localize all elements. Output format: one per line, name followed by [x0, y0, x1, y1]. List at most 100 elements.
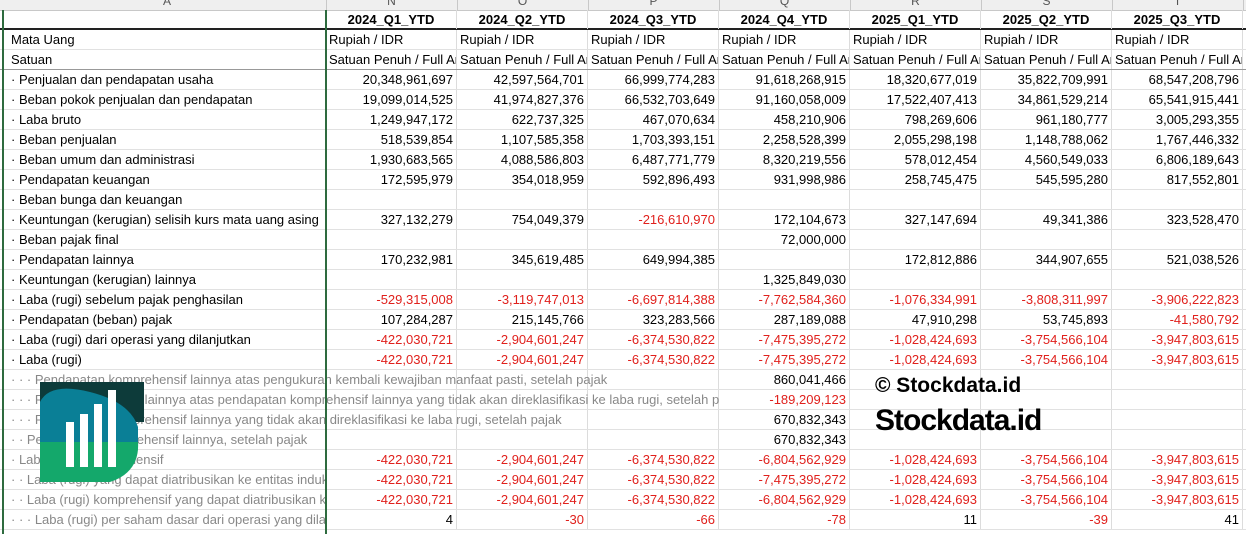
value-cell[interactable]: -422,030,721 [326, 490, 457, 509]
value-cell[interactable]: 258,745,475 [850, 170, 981, 189]
value-cell[interactable]: 4 [326, 510, 457, 529]
value-cell[interactable] [981, 230, 1112, 249]
value-cell[interactable]: 215,145,766 [457, 310, 588, 329]
period-header[interactable]: 2025_Q1_YTD [850, 10, 981, 29]
corner-cell[interactable] [8, 10, 326, 29]
value-cell[interactable]: 1,930,683,565 [326, 150, 457, 169]
value-cell[interactable]: 19,099,014,525 [326, 90, 457, 109]
currency-cell[interactable]: Rupiah / IDR [1112, 30, 1243, 49]
period-header[interactable]: 2024_Q4_YTD [719, 10, 850, 29]
row-label[interactable]: · Laba (rugi) sebelum pajak penghasilan [11, 292, 243, 307]
value-cell[interactable]: 817,552,801 [1112, 170, 1243, 189]
value-cell[interactable]: 622,737,325 [457, 110, 588, 129]
column-letter[interactable]: A [162, 0, 171, 8]
value-cell[interactable]: 327,132,279 [326, 210, 457, 229]
value-cell[interactable]: 41,974,827,376 [457, 90, 588, 109]
value-cell[interactable] [326, 370, 457, 389]
column-letter[interactable]: P [649, 0, 658, 8]
row-label[interactable]: · Beban pokok penjualan dan pendapatan [11, 92, 253, 107]
value-cell[interactable] [981, 370, 1112, 389]
value-cell[interactable]: 65,541,915,441 [1112, 90, 1243, 109]
value-cell[interactable]: -66 [588, 510, 719, 529]
unit-cell[interactable]: Satuan Penuh / Full Amount [588, 50, 719, 69]
currency-cell[interactable]: Rupiah / IDR [326, 30, 457, 49]
value-cell[interactable]: 42,597,564,701 [457, 70, 588, 89]
value-cell[interactable]: 592,896,493 [588, 170, 719, 189]
value-cell[interactable]: -422,030,721 [326, 350, 457, 369]
value-cell[interactable]: -6,374,530,822 [588, 350, 719, 369]
unit-cell[interactable]: Satuan Penuh / Full Amount [1112, 50, 1243, 69]
value-cell[interactable]: -39 [981, 510, 1112, 529]
value-cell[interactable]: 170,232,981 [326, 250, 457, 269]
value-cell[interactable]: -3,754,566,104 [981, 450, 1112, 469]
row-label[interactable]: · Keuntungan (kerugian) lainnya [11, 272, 197, 287]
value-cell[interactable]: 798,269,606 [850, 110, 981, 129]
value-cell[interactable]: -2,904,601,247 [457, 350, 588, 369]
currency-cell[interactable]: Rupiah / IDR [588, 30, 719, 49]
currency-cell[interactable]: Rupiah / IDR [850, 30, 981, 49]
value-cell[interactable]: 3,005,293,355 [1112, 110, 1243, 129]
value-cell[interactable]: -2,904,601,247 [457, 330, 588, 349]
column-letter[interactable]: R [911, 0, 920, 8]
value-cell[interactable] [1112, 390, 1243, 409]
value-cell[interactable]: 172,104,673 [719, 210, 850, 229]
value-cell[interactable]: -6,697,814,388 [588, 290, 719, 309]
value-cell[interactable]: -78 [719, 510, 850, 529]
value-cell[interactable]: -3,754,566,104 [981, 470, 1112, 489]
value-cell[interactable]: -2,904,601,247 [457, 450, 588, 469]
column-letter[interactable]: Q [779, 0, 790, 8]
value-cell[interactable] [719, 250, 850, 269]
value-cell[interactable] [457, 390, 588, 409]
value-cell[interactable]: 35,822,709,991 [981, 70, 1112, 89]
row-label[interactable]: · · · Laba (rugi) per saham dasar dari o… [11, 512, 368, 527]
value-cell[interactable]: 107,284,287 [326, 310, 457, 329]
period-header[interactable]: 2025_Q3_YTD [1112, 10, 1243, 29]
value-cell[interactable]: 354,018,959 [457, 170, 588, 189]
value-cell[interactable] [457, 370, 588, 389]
value-cell[interactable]: 1,148,788,062 [981, 130, 1112, 149]
value-cell[interactable] [1112, 230, 1243, 249]
row-label[interactable]: · · Laba (rugi) komprehensif yang dapat … [11, 492, 410, 507]
value-cell[interactable]: 66,999,774,283 [588, 70, 719, 89]
value-cell[interactable] [588, 370, 719, 389]
currency-cell[interactable]: Rupiah / IDR [981, 30, 1112, 49]
value-cell[interactable] [457, 230, 588, 249]
value-cell[interactable]: 518,539,854 [326, 130, 457, 149]
unit-cell[interactable]: Satuan Penuh / Full Amount [850, 50, 981, 69]
currency-cell[interactable]: Rupiah / IDR [457, 30, 588, 49]
value-cell[interactable]: -1,028,424,693 [850, 330, 981, 349]
value-cell[interactable]: -529,315,008 [326, 290, 457, 309]
value-cell[interactable]: -3,947,803,615 [1112, 490, 1243, 509]
value-cell[interactable]: 91,160,058,009 [719, 90, 850, 109]
value-cell[interactable]: -216,610,970 [588, 210, 719, 229]
row-label[interactable]: · · · Pajak penghasilan lainnya atas pen… [11, 392, 744, 407]
row-label[interactable]: · Keuntungan (kerugian) selisih kurs mat… [11, 212, 319, 227]
row-label[interactable]: · Beban pajak final [11, 232, 119, 247]
unit-cell[interactable]: Satuan Penuh / Full Amount [981, 50, 1112, 69]
value-cell[interactable]: 961,180,777 [981, 110, 1112, 129]
value-cell[interactable]: 49,341,386 [981, 210, 1112, 229]
period-header[interactable]: 2025_Q2_YTD [981, 10, 1112, 29]
value-cell[interactable] [326, 270, 457, 289]
value-cell[interactable]: 41 [1112, 510, 1243, 529]
value-cell[interactable] [1112, 190, 1243, 209]
value-cell[interactable]: -422,030,721 [326, 330, 457, 349]
value-cell[interactable]: -3,947,803,615 [1112, 470, 1243, 489]
value-cell[interactable]: 2,258,528,399 [719, 130, 850, 149]
row-label[interactable]: · Beban umum dan administrasi [11, 152, 195, 167]
value-cell[interactable]: -3,947,803,615 [1112, 450, 1243, 469]
value-cell[interactable]: 172,595,979 [326, 170, 457, 189]
unit-label[interactable]: Satuan [11, 52, 53, 67]
value-cell[interactable]: -3,754,566,104 [981, 490, 1112, 509]
value-cell[interactable]: 66,532,703,649 [588, 90, 719, 109]
period-header[interactable]: 2024_Q3_YTD [588, 10, 719, 29]
unit-cell[interactable]: Satuan Penuh / Full Amount [457, 50, 588, 69]
value-cell[interactable] [1112, 370, 1243, 389]
value-cell[interactable]: -3,754,566,104 [981, 330, 1112, 349]
value-cell[interactable] [1112, 410, 1243, 429]
column-letter[interactable]: S [1042, 0, 1051, 8]
value-cell[interactable]: 172,812,886 [850, 250, 981, 269]
unit-cell[interactable]: Satuan Penuh / Full Amount [326, 50, 457, 69]
value-cell[interactable]: 47,910,298 [850, 310, 981, 329]
value-cell[interactable]: -6,804,562,929 [719, 490, 850, 509]
